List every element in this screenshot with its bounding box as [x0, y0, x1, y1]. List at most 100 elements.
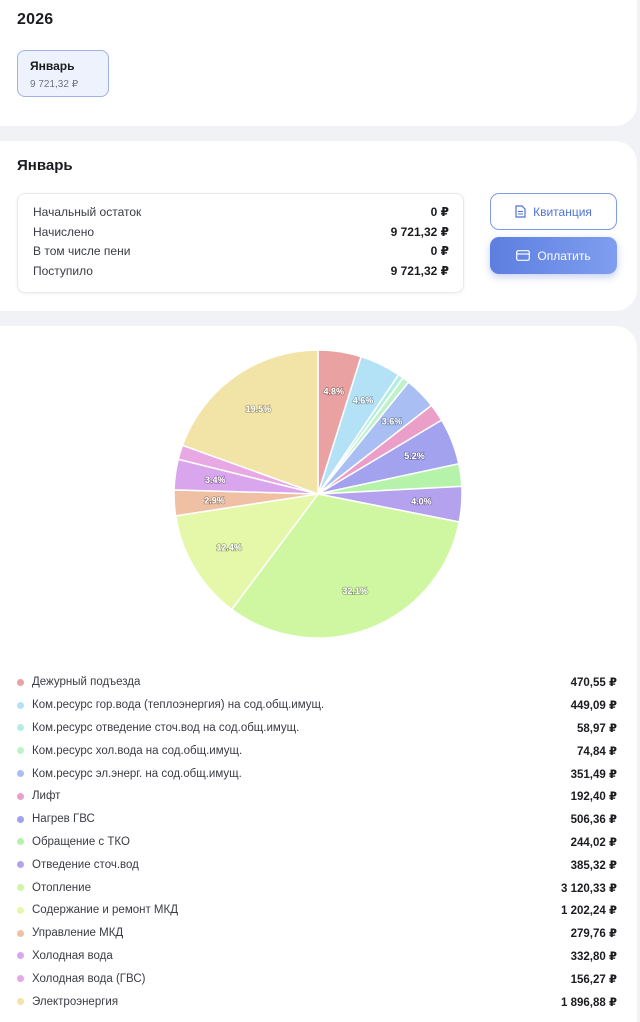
- legend-color-dot: [17, 678, 24, 686]
- summary-value: 9 721,32 ₽: [390, 263, 449, 278]
- document-icon: [515, 205, 526, 218]
- legend-item[interactable]: Отопление 3 120,33 ₽: [17, 876, 617, 899]
- legend-color-dot: [17, 770, 24, 778]
- legend-item-label: Нагрев ГВС: [32, 813, 95, 826]
- legend-color-dot: [17, 929, 24, 937]
- legend-item-label: Холодная вода: [32, 949, 113, 962]
- legend-item-amount: 506,36 ₽: [570, 814, 617, 827]
- legend-item[interactable]: Холодная вода 332,80 ₽: [17, 945, 617, 968]
- legend-item[interactable]: Управление МКД 279,76 ₽: [17, 922, 617, 945]
- legend-item[interactable]: Нагрев ГВС 506,36 ₽: [17, 808, 617, 831]
- legend-color-dot: [17, 838, 24, 846]
- legend-item-amount: 351,49 ₽: [570, 768, 617, 781]
- pie-slice[interactable]: [174, 492, 320, 611]
- legend-item-amount: 244,02 ₽: [570, 836, 617, 849]
- summary-label: Поступило: [33, 263, 93, 278]
- legend-item[interactable]: Отведение сточ.вод 385,32 ₽: [17, 853, 617, 876]
- pie-slice-label: 32.1%: [342, 586, 368, 596]
- legend-color-dot: [17, 975, 24, 983]
- legend-item-label: Отведение сточ.вод: [32, 858, 139, 871]
- year-card: 2026 Январь 9 721,32 ₽: [0, 0, 637, 126]
- pie-slice-label: 5.2%: [404, 451, 425, 461]
- legend-item[interactable]: Ком.ресурс гор.вода (теплоэнергия) на со…: [17, 694, 617, 717]
- legend-item-label: Ком.ресурс гор.вода (теплоэнергия) на со…: [32, 699, 325, 712]
- pie-slice-label: 4.6%: [353, 396, 374, 406]
- legend-item-amount: 156,27 ₽: [570, 973, 617, 986]
- month-chip-label: Январь: [30, 59, 75, 73]
- pie-slice[interactable]: [181, 349, 319, 496]
- legend-item-amount: 1 896,88 ₽: [561, 996, 617, 1009]
- year-title: 2026: [17, 11, 54, 28]
- summary-label: Начислено: [33, 224, 95, 239]
- legend-item-label: Ком.ресурс хол.вода на сод.общ.имущ.: [32, 744, 243, 757]
- legend-item-amount: 470,55 ₽: [570, 677, 617, 690]
- summary-row-opening-balance: Начальный остаток 0 ₽: [33, 203, 449, 223]
- pie-slice-label: 19.5%: [246, 404, 272, 414]
- pie-slice[interactable]: [230, 493, 461, 639]
- legend-item[interactable]: Лифт 192,40 ₽: [17, 785, 617, 808]
- legend-item-label: Отопление: [32, 881, 91, 894]
- legend-item-label: Управление МКД: [32, 927, 124, 940]
- legend-item-label: Обращение с ТКО: [32, 835, 130, 848]
- legend-item[interactable]: Содержание и ремонт МКД 1 202,24 ₽: [17, 899, 617, 922]
- chart-card: 4.8% 4.6% 3.6% 5.2% 4.0% 32.1% 12.4% 2.9% 3.4% 19…: [0, 326, 637, 1022]
- legend-item-amount: 1 202,24 ₽: [561, 905, 617, 918]
- summary-row-charged: Начислено 9 721,32 ₽: [33, 223, 449, 243]
- legend-item-amount: 58,97 ₽: [577, 722, 617, 735]
- summary-value: 9 721,32 ₽: [390, 224, 449, 239]
- legend-color-dot: [17, 998, 24, 1006]
- legend-item-amount: 332,80 ₽: [570, 950, 617, 963]
- balance-summary: Начальный остаток 0 ₽ Начислено 9 721,32…: [17, 193, 464, 293]
- legend-item-amount: 192,40 ₽: [570, 791, 617, 804]
- pay-button[interactable]: Оплатить: [490, 237, 617, 274]
- legend-item[interactable]: Ком.ресурс эл.энерг. на сод.общ.имущ. 351…: [17, 762, 617, 785]
- legend-item-label: Электроэнергия: [32, 995, 119, 1008]
- legend-color-dot: [17, 747, 24, 755]
- summary-label: Начальный остаток: [33, 205, 142, 219]
- legend-item-label: Ком.ресурс эл.энерг. на сод.общ.имущ.: [32, 767, 242, 780]
- legend-item-amount: 449,09 ₽: [570, 700, 617, 713]
- legend-item-label: Холодная вода (ГВС): [32, 972, 146, 985]
- legend-color-dot: [17, 884, 24, 892]
- legend-color-dot: [17, 952, 24, 960]
- pie-slice-label: 4.0%: [411, 496, 432, 506]
- legend-item-amount: 3 120,33 ₽: [561, 882, 617, 895]
- legend-item-label: Дежурный подъезда: [32, 676, 141, 689]
- legend-color-dot: [17, 815, 24, 823]
- summary-value: 0 ₽: [430, 205, 449, 219]
- legend-item[interactable]: Холодная вода (ГВС) 156,27 ₽: [17, 967, 617, 990]
- legend-item-amount: 74,84 ₽: [577, 745, 617, 758]
- legend-item[interactable]: Электроэнергия 1 896,88 ₽: [17, 990, 617, 1013]
- legend-item[interactable]: Ком.ресурс отведение сточ.вод на сод.общ…: [17, 717, 617, 740]
- legend-item-label: Лифт: [32, 790, 61, 803]
- month-title: Январь: [17, 157, 73, 174]
- legend-item[interactable]: Обращение с ТКО 244,02 ₽: [17, 831, 617, 854]
- pie-slice-label: 4.8%: [323, 387, 344, 397]
- pie-slice-label: 12.4%: [216, 542, 242, 552]
- month-chip-january[interactable]: Январь 9 721,32 ₽: [17, 50, 109, 97]
- month-chip-amount: 9 721,32 ₽: [30, 79, 79, 90]
- month-card: Январь Начальный остаток 0 ₽ Начислено 9…: [0, 141, 637, 311]
- chart-legend: Дежурный подъезда 470,55 ₽ Ком.ресурс гор.…: [17, 671, 617, 1013]
- legend-item[interactable]: Дежурный подъезда 470,55 ₽: [17, 671, 617, 694]
- summary-label: В том числе пени: [33, 244, 131, 258]
- legend-color-dot: [17, 792, 24, 800]
- legend-color-dot: [17, 906, 24, 914]
- pie-slice-label: 3.4%: [205, 475, 226, 485]
- legend-item-amount: 279,76 ₽: [570, 928, 617, 941]
- credit-card-icon: [516, 250, 531, 261]
- pie-slice-label: 3.6%: [382, 416, 403, 426]
- summary-value: 0 ₽: [430, 244, 449, 258]
- legend-color-dot: [17, 724, 24, 732]
- receipt-button-label: Квитанция: [533, 204, 592, 219]
- legend-color-dot: [17, 701, 24, 709]
- legend-item-amount: 385,32 ₽: [570, 859, 617, 872]
- pie-slice-label: 2.9%: [204, 495, 225, 505]
- legend-color-dot: [17, 861, 24, 869]
- summary-row-penalties: В том числе пени 0 ₽: [33, 242, 449, 262]
- legend-item-label: Ком.ресурс отведение сточ.вод на сод.общ…: [32, 721, 300, 734]
- legend-item[interactable]: Ком.ресурс хол.вода на сод.общ.имущ. 74,8…: [17, 739, 617, 762]
- receipt-button[interactable]: Квитанция: [490, 193, 617, 230]
- pay-button-label: Оплатить: [537, 248, 591, 263]
- legend-item-label: Содержание и ремонт МКД: [32, 904, 178, 917]
